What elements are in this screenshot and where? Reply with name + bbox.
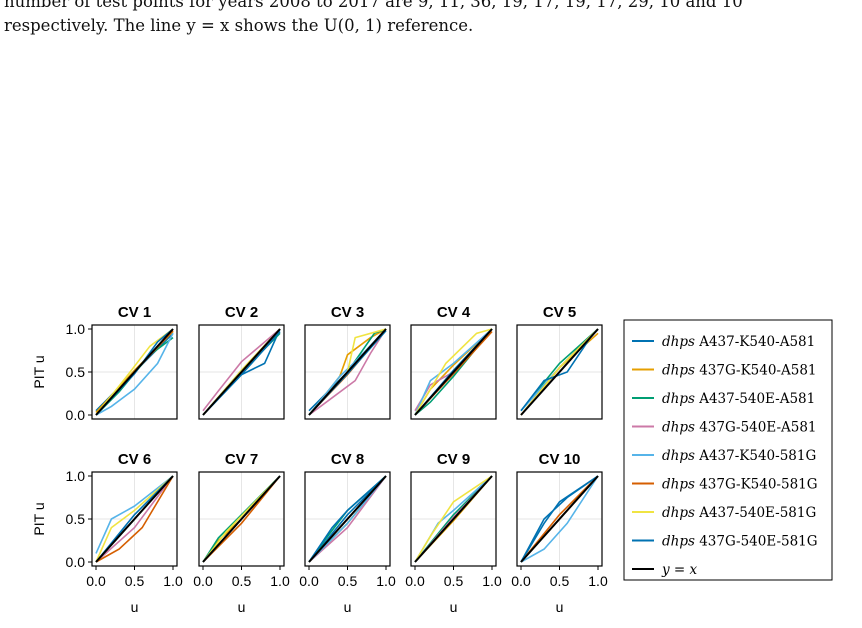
panel-9: CV 9 0.0 0.5 1.0 u [405, 451, 502, 615]
x-axis-label: u [344, 599, 352, 615]
x-tick-label: 0.0 [193, 573, 213, 589]
x-tick-label: 0.5 [232, 573, 252, 589]
y-tick-label: 1.0 [66, 321, 86, 337]
x-tick-label: 1.0 [482, 573, 502, 589]
figure-caption: number of test points for years 2008 to … [4, 0, 860, 38]
x-tick-label: 0.5 [125, 573, 145, 589]
x-tick-label: 0.0 [511, 573, 531, 589]
panel-1: CV 1 0.0 0.5 1.0 PIT u [31, 304, 178, 423]
reference-line [520, 328, 599, 416]
x-tick-label: 1.0 [376, 573, 396, 589]
series-line [308, 475, 387, 563]
series-line [520, 475, 599, 563]
legend-entry: dhps 437G-K540-581G [662, 477, 818, 493]
x-tick-label: 0.5 [550, 573, 570, 589]
x-tick-label: 0.5 [444, 573, 464, 589]
legend-entry: dhps A437-K540-A581 [662, 334, 815, 350]
x-tick-label: 0.0 [86, 573, 106, 589]
legend-entry: dhps 437G-540E-A581 [662, 420, 817, 436]
caption-line-2: respectively. The line y = x shows the U… [4, 16, 474, 35]
legend-entry: y = x [661, 562, 698, 578]
panel-frame [304, 324, 391, 420]
x-tick-label: 1.0 [163, 573, 183, 589]
series-line [95, 475, 174, 563]
x-tick-label: 0.5 [338, 573, 358, 589]
series-line [520, 475, 599, 563]
x-axis-label: u [556, 599, 564, 615]
panel-title: CV 2 [225, 304, 258, 321]
reference-line [414, 328, 493, 416]
caption-line-1: number of test points for years 2008 to … [4, 0, 743, 11]
series-line [308, 475, 387, 563]
panel-title: CV 8 [331, 451, 364, 468]
series-line [414, 328, 493, 416]
y-tick-label: 0.0 [66, 407, 86, 423]
reference-line [202, 328, 281, 416]
reference-line [414, 475, 493, 563]
panel-title: CV 1 [118, 304, 151, 321]
panel-title: CV 4 [437, 304, 471, 321]
x-axis-label: u [131, 599, 139, 615]
panel-title: CV 6 [118, 451, 151, 468]
legend-entry: dhps A437-540E-581G [662, 505, 816, 521]
y-axis-label: PIT u [31, 355, 47, 388]
reference-line [308, 475, 387, 563]
panel-title: CV 10 [539, 451, 581, 468]
reference-line [202, 475, 281, 563]
series-line [95, 328, 174, 416]
panel-title: CV 5 [543, 304, 576, 321]
reference-line [520, 475, 599, 563]
panel-frame [516, 324, 603, 420]
series-line [414, 475, 493, 563]
series-line [414, 328, 493, 416]
series-line [95, 475, 174, 554]
legend-entry: dhps 437G-540E-581G [662, 534, 818, 550]
panel-5: CV 5 [516, 304, 603, 420]
panel-6: CV 6 0.0 0.5 1.0 PIT u 0.0 0.5 1.0 u [31, 451, 183, 615]
y-tick-label: 0.5 [66, 364, 86, 380]
reference-line [308, 328, 387, 416]
y-tick-label: 1.0 [66, 468, 86, 484]
x-tick-label: 1.0 [588, 573, 608, 589]
x-axis-label: u [450, 599, 458, 615]
panel-10: CV 10 0.0 0.5 1.0 u [511, 451, 608, 615]
x-tick-label: 0.0 [405, 573, 425, 589]
series-line [308, 328, 387, 416]
legend-entry: dhps 437G-K540-A581 [662, 363, 817, 379]
series-line [202, 328, 281, 412]
y-tick-label: 0.0 [66, 554, 86, 570]
legend-frame [623, 319, 833, 581]
panel-title: CV 7 [225, 451, 258, 468]
reference-line [95, 475, 174, 563]
panel-frame [198, 324, 285, 420]
reference-line [95, 328, 174, 416]
y-axis-label: PIT u [31, 502, 47, 535]
x-axis-label: u [238, 599, 246, 615]
panel-7: CV 7 0.0 0.5 1.0 u [193, 451, 290, 615]
legend-entry: dhps A437-K540-581G [662, 448, 816, 464]
series-line [95, 332, 174, 416]
y-tick-label: 0.5 [66, 511, 86, 527]
panel-3: CV 3 [304, 304, 391, 420]
series-line [95, 475, 174, 563]
x-tick-label: 0.0 [299, 573, 319, 589]
series-line [95, 475, 174, 563]
panel-title: CV 9 [437, 451, 470, 468]
legend-entry: dhps A437-540E-A581 [662, 391, 815, 407]
panel-title: CV 3 [331, 304, 364, 321]
x-tick-label: 1.0 [270, 573, 290, 589]
panel-frame [410, 324, 497, 420]
panel-4: CV 4 [410, 304, 497, 420]
legend: dhps A437-K540-A581 dhps 437G-K540-A581 dh… [623, 319, 833, 581]
panel-2: CV 2 [198, 304, 285, 420]
panel-8: CV 8 0.0 0.5 1.0 u [299, 451, 396, 615]
